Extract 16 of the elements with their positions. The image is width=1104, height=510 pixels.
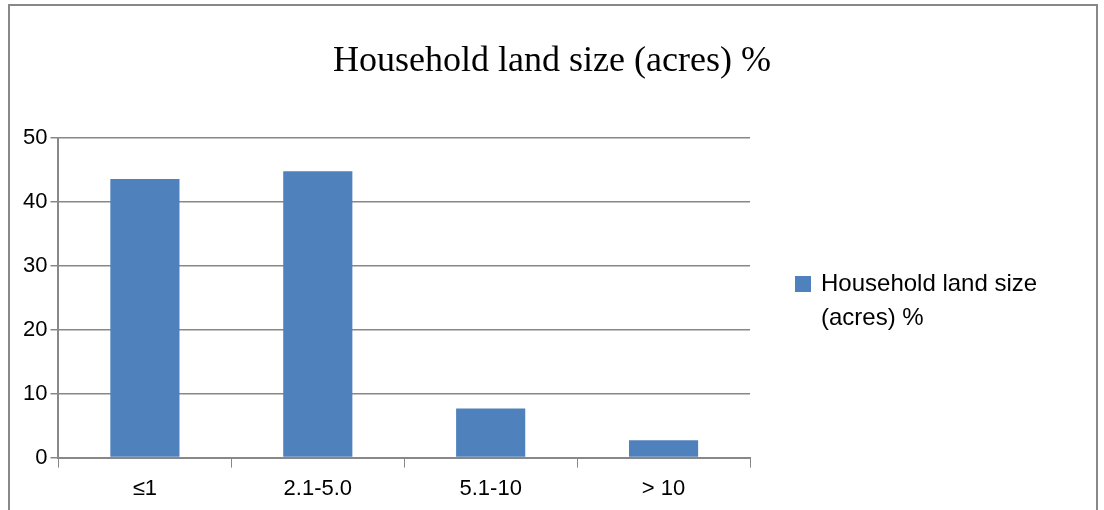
bar — [628, 440, 699, 457]
bar — [283, 171, 353, 457]
y-tick-label: 10 — [22, 379, 48, 405]
x-tick-label: > 10 — [641, 474, 686, 500]
y-tick-label: 0 — [35, 443, 48, 469]
bar — [110, 178, 180, 457]
y-tick-label: 20 — [22, 315, 48, 341]
x-tick-label: 5.1-10 — [459, 474, 522, 500]
y-tick-label: 40 — [22, 187, 48, 213]
legend-label: Household land size (acres) % — [821, 268, 1039, 332]
x-tick-label: 2.1-5.0 — [283, 474, 353, 500]
y-tick-label: 30 — [22, 251, 48, 277]
y-tick-label: 50 — [22, 124, 48, 150]
bar — [456, 408, 526, 457]
chart-title: Household land size (acres) % — [332, 38, 772, 80]
x-tick-label: ≤1 — [132, 474, 158, 500]
